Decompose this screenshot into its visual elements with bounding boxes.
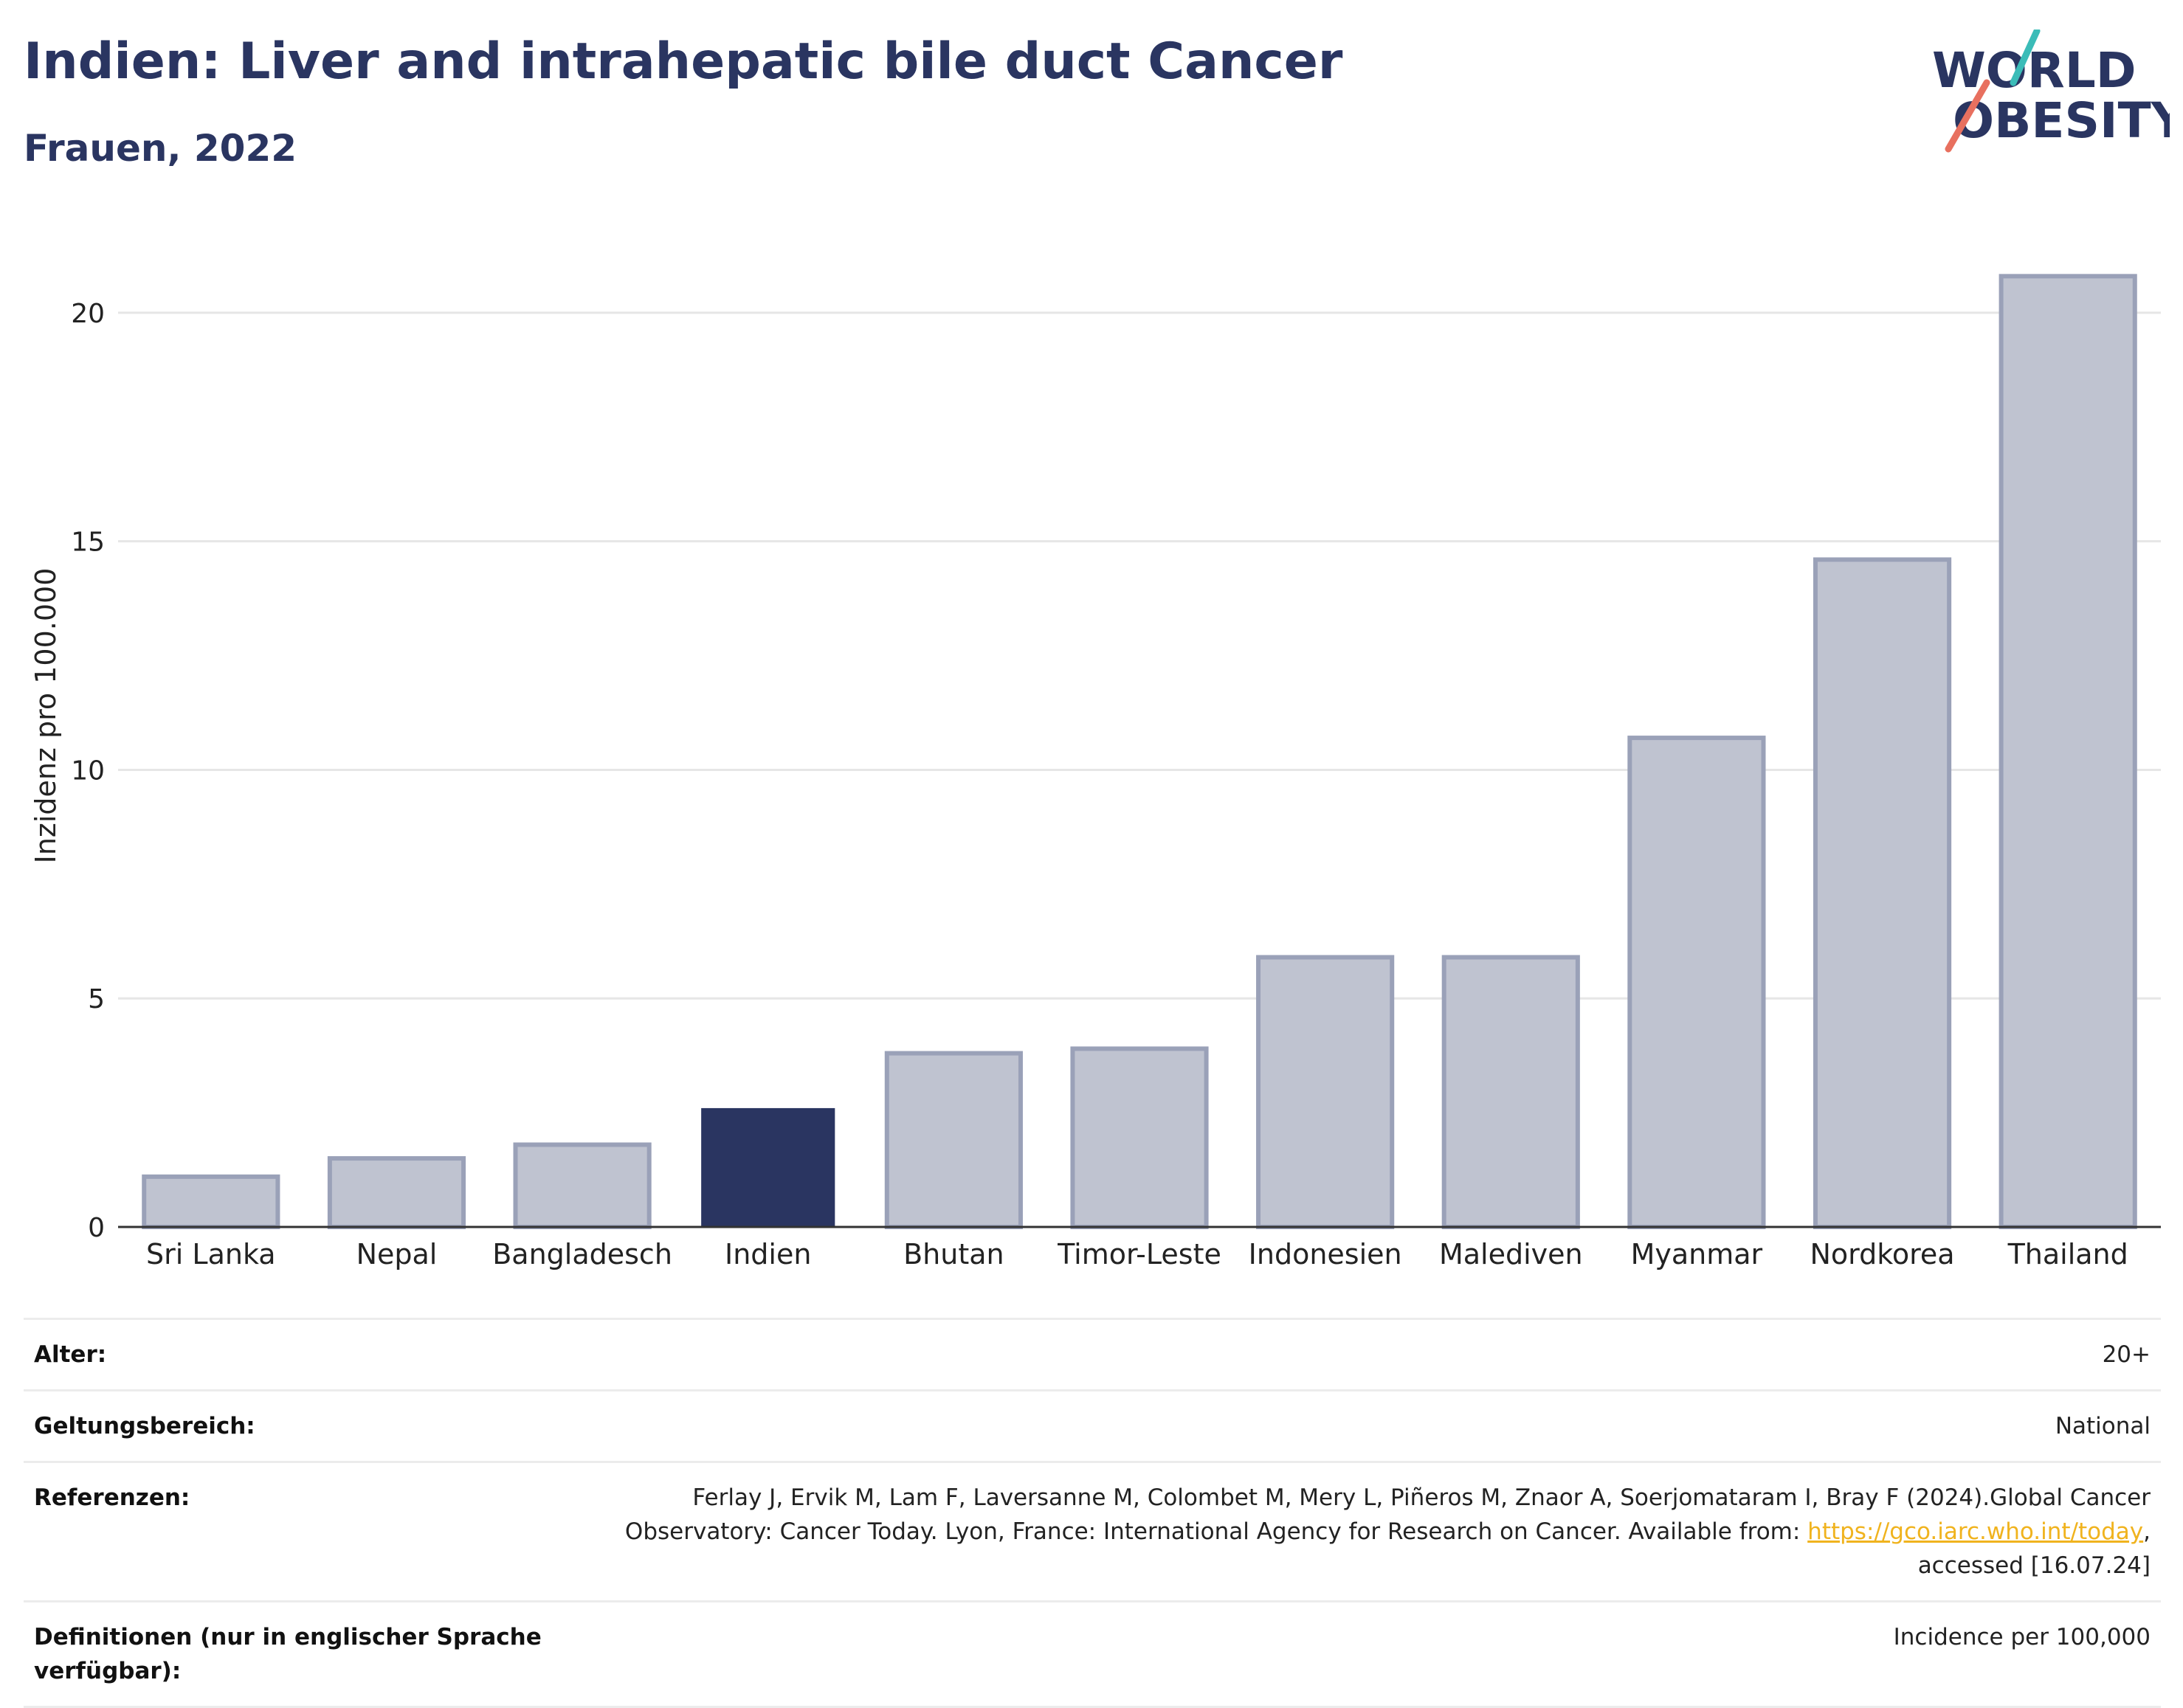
meta-value-scope: National xyxy=(2055,1413,2151,1439)
meta-row-age: Alter: 20+ xyxy=(24,1318,2161,1389)
bar xyxy=(884,1051,1023,1230)
bar xyxy=(1441,955,1580,1229)
bar xyxy=(327,1156,466,1230)
reference-text: Ferlay J, Ervik M, Lam F, Laversanne M, … xyxy=(624,1484,2151,1545)
bar xyxy=(701,1107,835,1227)
bar-chart: 0 5 10 15 20 Sri Lanka Nepal Bangladesch Indien B… xyxy=(30,274,2161,1270)
meta-label-definitions: Definitionen (nur in englischer Sprache … xyxy=(34,1624,542,1684)
x-tick-label: Bhutan xyxy=(903,1238,1004,1270)
bar xyxy=(1070,1046,1209,1230)
world-obesity-logo: WORLD OBESITY xyxy=(1932,30,2170,153)
meta-value-definitions: Incidence per 100,000 xyxy=(1893,1624,2151,1650)
bar xyxy=(1813,557,1952,1229)
meta-label-age: Alter: xyxy=(34,1341,107,1368)
meta-value-references: Ferlay J, Ervik M, Lam F, Laversanne M, … xyxy=(601,1481,2151,1583)
meta-label-scope: Geltungsbereich: xyxy=(34,1413,255,1439)
x-tick-label: Nordkorea xyxy=(1810,1238,1954,1270)
x-tick-label: Nepal xyxy=(356,1238,438,1270)
x-tick-label: Indien xyxy=(725,1238,811,1270)
logo-word-obesity: OBESITY xyxy=(1953,92,2170,149)
x-tick-label: Timor-Leste xyxy=(1057,1238,1221,1270)
reference-link[interactable]: https://gco.iarc.who.int/today xyxy=(1807,1518,2144,1545)
y-tick-label: 20 xyxy=(71,299,105,329)
y-axis-label: Inzidenz pro 100.000 xyxy=(30,568,62,864)
chart-title: Indien: Liver and intrahepatic bile duct… xyxy=(24,32,1343,91)
meta-value-age: 20+ xyxy=(2102,1341,2151,1368)
metadata-table: Alter: 20+ Geltungsbereich: National Ref… xyxy=(24,1318,2161,1708)
bars xyxy=(142,274,2137,1230)
logo-word-world: WORLD xyxy=(1932,42,2137,99)
meta-row-definitions: Definitionen (nur in englischer Sprache … xyxy=(24,1600,2161,1708)
y-tick-label: 15 xyxy=(71,528,105,558)
x-tick-label: Myanmar xyxy=(1631,1238,1763,1270)
bar xyxy=(1256,955,1395,1229)
y-tick-label: 10 xyxy=(71,756,105,786)
bar xyxy=(1999,274,2137,1229)
chart-subtitle: Frauen, 2022 xyxy=(24,127,297,170)
axes: 0 5 10 15 20 Sri Lanka Nepal Bangladesch Indien B… xyxy=(71,299,2161,1270)
bar xyxy=(142,1174,280,1229)
meta-row-scope: Geltungsbereich: National xyxy=(24,1389,2161,1461)
y-tick-label: 0 xyxy=(88,1213,105,1243)
x-tick-label: Malediven xyxy=(1439,1238,1583,1270)
x-tick-label: Thailand xyxy=(2007,1238,2128,1270)
meta-label-references: Referenzen: xyxy=(34,1484,190,1511)
x-tick-label: Indonesien xyxy=(1249,1238,1402,1270)
x-tick-label: Bangladesch xyxy=(492,1238,672,1270)
bar xyxy=(1627,736,1766,1229)
y-tick-label: 5 xyxy=(88,984,105,1014)
logo-slash-coral xyxy=(1945,79,1990,153)
meta-row-references: Referenzen: Ferlay J, Ervik M, Lam F, La… xyxy=(24,1461,2161,1600)
x-tick-label: Sri Lanka xyxy=(146,1238,276,1270)
logo-slash-teal xyxy=(2010,30,2041,86)
bar xyxy=(513,1142,652,1229)
reference-accessed: , accessed [16.07.24] xyxy=(1917,1518,2151,1579)
